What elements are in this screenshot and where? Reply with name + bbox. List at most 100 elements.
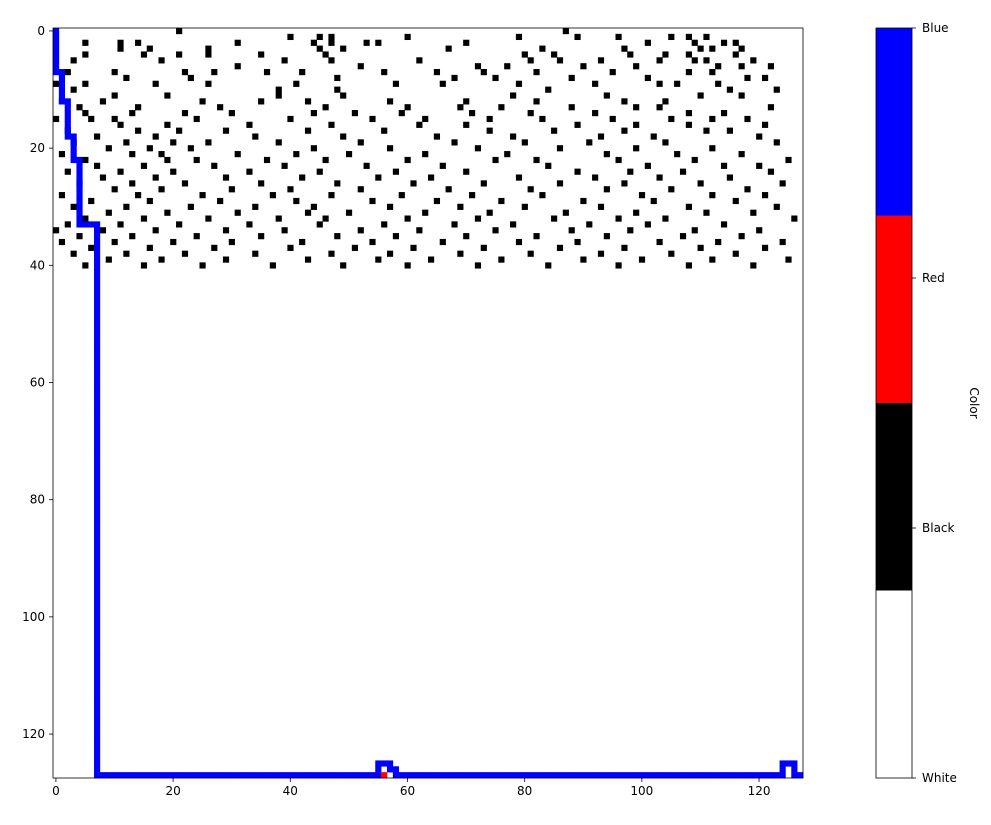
- obstacle-cell: [574, 168, 581, 175]
- obstacle-cell: [99, 227, 107, 234]
- obstacle-cell: [316, 33, 323, 41]
- path-cell: [70, 151, 77, 158]
- obstacle-cell: [146, 145, 153, 152]
- path-cell: [94, 672, 101, 679]
- obstacle-cell: [252, 250, 259, 257]
- obstacle-cell: [691, 57, 698, 64]
- path-cell: [88, 221, 95, 228]
- x-tick-label: 20: [165, 784, 180, 798]
- path-cell: [217, 772, 224, 779]
- obstacle-cell: [222, 127, 230, 134]
- path-cell: [94, 561, 101, 568]
- obstacle-cell: [428, 174, 435, 181]
- obstacle-cell: [129, 233, 136, 240]
- obstacle-cell: [392, 233, 400, 240]
- path-cell: [94, 262, 101, 269]
- obstacle-cell: [656, 174, 663, 181]
- obstacle-cell: [580, 256, 587, 263]
- obstacle-cell: [123, 250, 130, 257]
- obstacle-cell: [633, 209, 640, 216]
- path-cell: [94, 531, 101, 539]
- obstacle-cell: [539, 192, 546, 199]
- path-cell: [439, 772, 446, 779]
- path-cell: [392, 772, 400, 779]
- obstacle-cell: [275, 139, 282, 146]
- obstacle-cell: [510, 221, 517, 228]
- obstacle-cell: [744, 115, 751, 123]
- obstacle-cell: [158, 151, 165, 158]
- obstacle-cell: [527, 57, 534, 64]
- obstacle-cell: [310, 203, 317, 210]
- obstacle-cell: [211, 162, 218, 169]
- path-cell: [269, 772, 276, 779]
- obstacle-cell: [357, 139, 364, 146]
- obstacle-cell: [691, 156, 698, 164]
- path-cell: [94, 461, 101, 468]
- path-cell: [662, 772, 669, 779]
- obstacle-cell: [779, 238, 786, 246]
- path-cell: [299, 772, 306, 779]
- obstacle-cell: [58, 192, 66, 199]
- obstacle-cell: [99, 98, 107, 105]
- obstacle-cell: [545, 262, 552, 269]
- path-cell: [539, 772, 546, 779]
- obstacle-cell: [228, 110, 235, 117]
- path-cell: [94, 350, 101, 357]
- obstacle-cell: [258, 180, 265, 187]
- path-cell: [94, 420, 101, 427]
- path-cell: [187, 772, 194, 779]
- obstacle-cell: [697, 180, 704, 187]
- path-cell: [58, 69, 66, 76]
- obstacle-cell: [510, 92, 517, 99]
- obstacle-cell: [486, 209, 493, 216]
- path-cell: [64, 98, 71, 105]
- obstacle-cell: [269, 262, 276, 269]
- obstacle-cell: [82, 156, 89, 164]
- path-cell: [94, 731, 101, 738]
- path-cell: [685, 772, 692, 779]
- obstacle-cell: [404, 156, 411, 164]
- path-cell: [76, 215, 83, 222]
- path-cell: [94, 391, 101, 398]
- path-cell: [287, 772, 294, 779]
- obstacle-cell: [299, 174, 306, 181]
- obstacle-cell: [656, 238, 663, 246]
- obstacle-cell: [304, 256, 312, 263]
- obstacle-cell: [674, 80, 681, 87]
- obstacle-cell: [193, 233, 200, 240]
- path-cell: [164, 772, 171, 779]
- obstacle-cell: [287, 33, 294, 41]
- obstacle-cell: [340, 262, 347, 269]
- path-cell: [76, 180, 83, 187]
- x-tick-label: 80: [517, 784, 532, 798]
- obstacle-cell: [533, 156, 540, 164]
- obstacle-cell: [668, 115, 675, 123]
- obstacle-cell: [633, 104, 640, 111]
- obstacle-cell: [720, 162, 728, 169]
- path-cell: [351, 772, 358, 779]
- obstacle-cell: [340, 133, 347, 140]
- obstacle-cell: [726, 127, 733, 134]
- path-cell: [474, 772, 482, 779]
- obstacle-cell: [685, 121, 692, 128]
- path-cell: [94, 690, 101, 697]
- path-cell: [76, 209, 83, 216]
- path-cell: [64, 115, 71, 123]
- obstacle-cell: [99, 174, 107, 181]
- obstacle-cell: [381, 69, 388, 76]
- path-cell: [779, 766, 786, 773]
- obstacle-cell: [416, 57, 423, 64]
- obstacle-cell: [767, 168, 775, 175]
- obstacle-cell: [381, 127, 388, 134]
- path-cell: [94, 660, 101, 667]
- obstacle-cell: [615, 33, 622, 41]
- obstacle-cell: [322, 104, 329, 111]
- path-cell: [726, 772, 733, 779]
- path-cell: [761, 772, 769, 779]
- obstacle-cell: [416, 227, 423, 234]
- obstacle-cell: [187, 74, 194, 82]
- obstacle-cell: [562, 28, 569, 35]
- obstacle-cell: [556, 180, 564, 187]
- path-cell: [176, 772, 183, 779]
- path-cell: [94, 361, 101, 369]
